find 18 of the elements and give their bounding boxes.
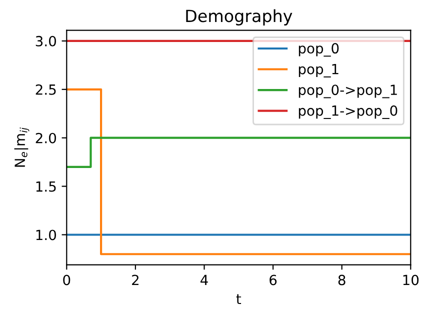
x-tick-label: 4 bbox=[200, 274, 208, 286]
legend-label: pop_1 bbox=[298, 64, 338, 78]
x-tick-label: 0 bbox=[63, 274, 70, 286]
x-axis-title: t bbox=[236, 294, 242, 304]
y-tick-label: 1.0 bbox=[36, 230, 56, 240]
y-axis-title: N$_{e}$|m$_{ij}$ bbox=[14, 127, 30, 167]
x-tick-label: 2 bbox=[132, 274, 138, 286]
y-tick-label: 2.5 bbox=[36, 84, 56, 95]
x-tick-label: 8 bbox=[338, 274, 346, 286]
x-tick-label: 10 bbox=[403, 274, 419, 286]
legend-label: pop_0->pop_1 bbox=[298, 84, 397, 98]
legend-label: pop_0 bbox=[298, 43, 339, 57]
chart-title: Demography bbox=[186, 9, 292, 26]
y-tick-label: 2.0 bbox=[36, 132, 56, 144]
legend-label: pop_1->pop_0 bbox=[298, 105, 398, 119]
x-tick-label: 6 bbox=[270, 274, 277, 286]
y-tick-label: 1.5 bbox=[36, 181, 56, 192]
y-tick-label: 3.0 bbox=[36, 36, 56, 46]
